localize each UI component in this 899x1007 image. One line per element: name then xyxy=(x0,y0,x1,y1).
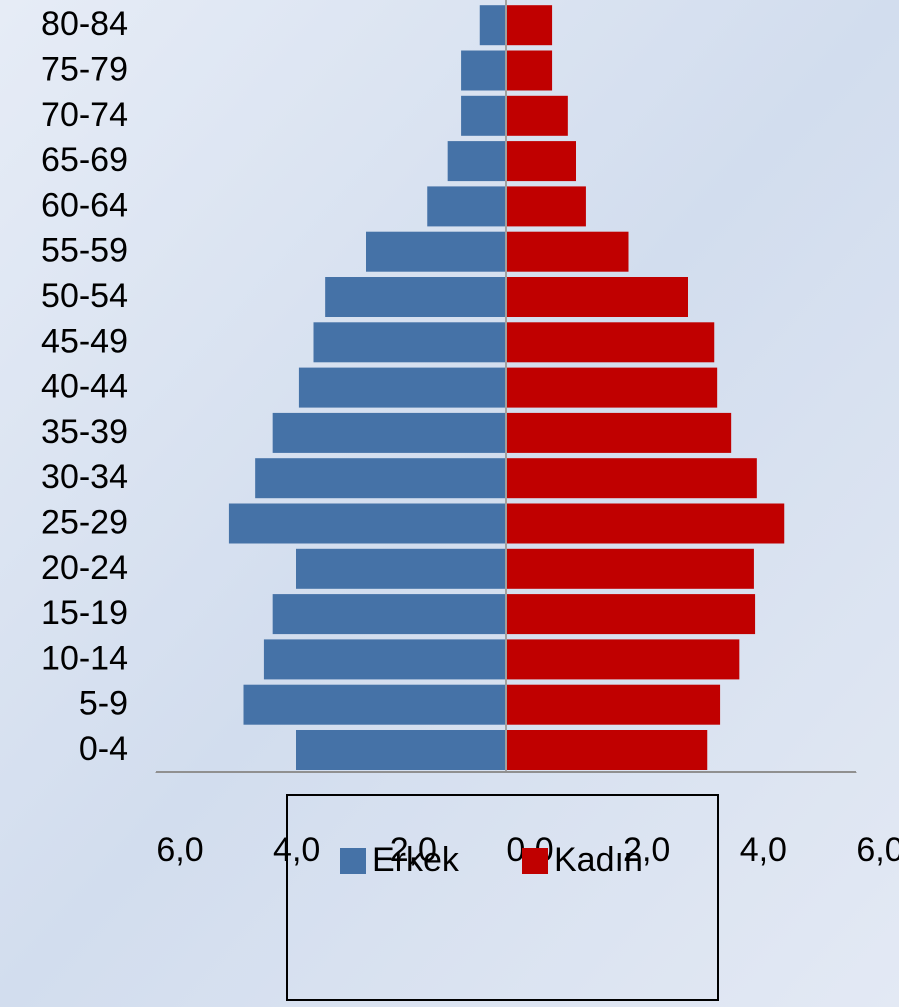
bar xyxy=(506,458,757,498)
y-tick-label: 65-69 xyxy=(41,141,128,179)
x-tick-label: 6,0 xyxy=(856,831,899,869)
bar xyxy=(296,730,506,770)
legend-label: Kadın xyxy=(554,841,643,879)
bar xyxy=(427,186,506,226)
bar xyxy=(506,232,629,272)
bar xyxy=(506,186,586,226)
bar xyxy=(506,730,707,770)
bar xyxy=(506,413,731,453)
bar xyxy=(296,549,506,589)
legend-swatch xyxy=(340,848,366,874)
bar xyxy=(448,141,506,181)
y-tick-label: 75-79 xyxy=(41,50,128,88)
bar xyxy=(506,368,717,408)
y-tick-label: 30-34 xyxy=(41,458,128,496)
y-tick-label: 20-24 xyxy=(41,549,128,587)
bar xyxy=(480,5,506,45)
bar xyxy=(299,368,506,408)
y-tick-label: 25-29 xyxy=(41,503,128,541)
bar xyxy=(264,639,506,679)
bar xyxy=(366,232,506,272)
x-tick-label: 4,0 xyxy=(740,831,787,869)
legend-label: Erkek xyxy=(372,841,460,879)
bar xyxy=(314,322,507,362)
bar xyxy=(506,594,755,634)
bar xyxy=(273,594,506,634)
bar xyxy=(255,458,506,498)
bar xyxy=(506,277,688,317)
y-tick-label: 55-59 xyxy=(41,232,128,270)
y-tick-label: 35-39 xyxy=(41,413,128,451)
bar xyxy=(506,504,784,544)
y-tick-label: 10-14 xyxy=(41,639,128,677)
bar xyxy=(506,51,552,91)
bar xyxy=(506,685,720,725)
bar xyxy=(506,96,568,136)
chart: 0-4 5-9 10-14 15-19 20-24 25-29 30-34 35-39 40-4… xyxy=(0,0,899,1007)
bar xyxy=(461,96,506,136)
x-tick-label: 4,0 xyxy=(273,831,320,869)
bar xyxy=(461,51,506,91)
bar xyxy=(325,277,506,317)
bar xyxy=(506,322,714,362)
bar xyxy=(244,685,507,725)
bar xyxy=(506,141,576,181)
bar xyxy=(506,5,552,45)
y-tick-label: 45-49 xyxy=(41,322,128,360)
y-tick-label: 5-9 xyxy=(79,685,128,723)
y-tick-label: 50-54 xyxy=(41,277,128,315)
y-tick-label: 0-4 xyxy=(79,730,128,768)
page: {"chart_data": {"type": "pyramid", "cate… xyxy=(0,0,899,1007)
y-tick-label: 40-44 xyxy=(41,368,128,406)
x-tick-label: 6,0 xyxy=(156,831,203,869)
bar xyxy=(273,413,506,453)
bar xyxy=(229,504,506,544)
legend-swatch xyxy=(522,848,548,874)
bar xyxy=(506,639,739,679)
bar xyxy=(506,549,754,589)
y-tick-label: 60-64 xyxy=(41,186,128,224)
y-tick-label: 15-19 xyxy=(41,594,128,632)
y-tick-label: 80-84 xyxy=(41,5,128,43)
y-tick-label: 70-74 xyxy=(41,96,128,134)
